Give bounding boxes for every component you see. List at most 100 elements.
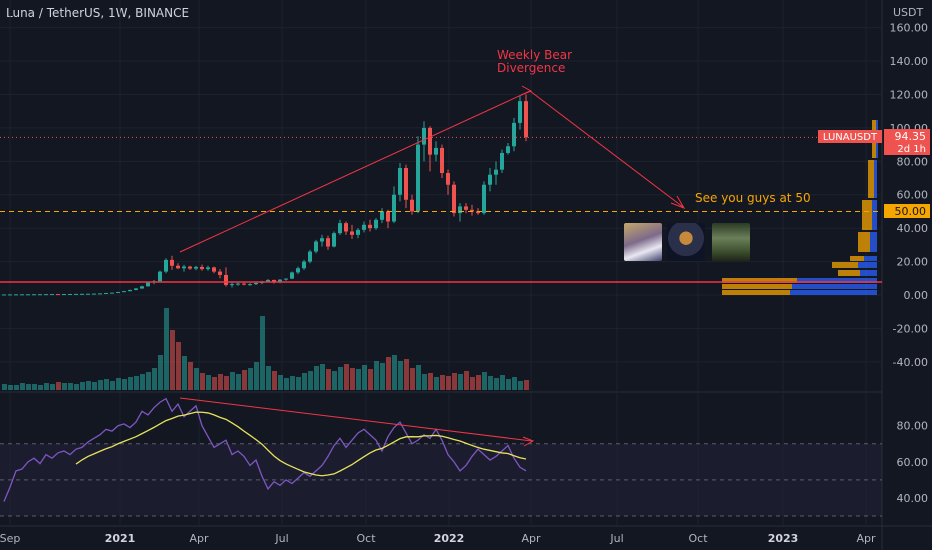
volume-bar [320, 364, 325, 390]
volume-bar [194, 368, 199, 390]
rsi-tick-label: 80.00 [897, 420, 929, 433]
candle-body [476, 211, 480, 214]
volume-bar [338, 367, 343, 390]
rsi-trendline [179, 397, 533, 442]
price-tick-label: 0.00 [904, 289, 929, 302]
candle-body [44, 294, 48, 296]
candle-body [500, 152, 504, 170]
volume-bar [104, 379, 109, 390]
candle-body [170, 259, 174, 266]
volume-bar [332, 371, 337, 390]
volume-bar [116, 378, 121, 390]
volume-bar [230, 372, 235, 390]
candle-body [512, 122, 516, 147]
volume-bar [8, 385, 13, 390]
price-tick-label: 60.00 [897, 189, 929, 202]
candle-body [14, 294, 18, 296]
volume-bar [470, 377, 475, 390]
volume-bar [500, 375, 505, 390]
time-tick-label: Oct [356, 532, 376, 545]
candle-body [434, 147, 438, 155]
candle-body [488, 174, 492, 185]
volume-bar [254, 362, 259, 390]
candle-body [248, 284, 252, 286]
candle-body [158, 271, 162, 282]
volume-bar [392, 355, 397, 390]
price-tick-label: 80.00 [897, 155, 929, 168]
last-price-badge [884, 129, 930, 155]
target-label: See you guys at 50 [695, 191, 811, 205]
volume-profile-bar [722, 278, 797, 283]
volume-bar [410, 368, 415, 390]
volume-bar [68, 383, 73, 390]
volume-bar [2, 384, 7, 390]
divergence-label-line1: Weekly Bear [497, 48, 572, 62]
candle-body [470, 209, 474, 212]
level-badge-label: 50.00 [895, 205, 927, 218]
candle-body [242, 283, 246, 285]
candle-body [20, 294, 24, 296]
candle-body [104, 292, 108, 294]
volume-bar [344, 364, 349, 390]
volume-bar [290, 376, 295, 390]
candle-body [38, 294, 42, 296]
volume-bar [248, 368, 253, 390]
volume-bar [236, 374, 241, 390]
volume-profile-bar [838, 270, 860, 276]
candle-body [236, 283, 240, 285]
volume-bar [464, 371, 469, 390]
volume-bar [284, 378, 289, 390]
symbol-header: Luna / TetherUS, 1W, BINANCE [6, 6, 190, 20]
volume-bar [206, 375, 211, 390]
volume-bar [122, 379, 127, 390]
volume-bar [14, 385, 19, 390]
candle-body [194, 266, 198, 269]
volume-bar [20, 383, 25, 390]
time-tick-label: 2021 [105, 532, 136, 545]
volume-profile-bar [797, 278, 877, 283]
volume-bar [308, 371, 313, 390]
time-tick-label: Apr [521, 532, 541, 545]
candle-body [98, 293, 102, 295]
candle-body [8, 294, 12, 296]
volume-bar [188, 362, 193, 390]
volume-bar [266, 366, 271, 390]
price-tick-label: -40.00 [893, 356, 928, 369]
volume-bar [182, 356, 187, 390]
volume-bar [314, 366, 319, 390]
volume-profile-bar [868, 160, 874, 198]
volume-bar [176, 342, 181, 390]
candle-body [506, 146, 510, 153]
volume-bar [128, 377, 133, 390]
last-price-label: 94.35 [895, 130, 927, 143]
volume-profile-bar [858, 262, 877, 268]
time-tick-label: Sep [0, 532, 20, 545]
candle-body [32, 294, 36, 296]
volume-bar [140, 374, 145, 390]
rsi-tick-label: 40.00 [897, 492, 929, 505]
candle-body [146, 282, 150, 287]
candle-body [524, 101, 528, 138]
volume-profile-bar [858, 232, 870, 252]
volume-profile-bar [864, 256, 877, 261]
candle-body [188, 266, 192, 269]
candle-body [74, 293, 78, 295]
volume-bar [80, 382, 85, 390]
volume-bar [158, 355, 163, 390]
volume-profile-bar [862, 200, 872, 230]
candle-body [302, 261, 306, 269]
candle-body [116, 291, 120, 293]
rsi-pane-bg [0, 391, 882, 524]
candle-body [254, 282, 258, 285]
candle-body [86, 293, 90, 295]
avatar-dark-figure-image [667, 223, 705, 261]
price-axis-unit: USDT [893, 6, 924, 19]
candle-body [518, 101, 522, 123]
time-tick-label: Apr [856, 532, 876, 545]
candle-body [326, 238, 330, 247]
volume-bar [434, 377, 439, 390]
volume-profile-bar [792, 284, 877, 289]
volume-profile-bar [860, 270, 877, 276]
